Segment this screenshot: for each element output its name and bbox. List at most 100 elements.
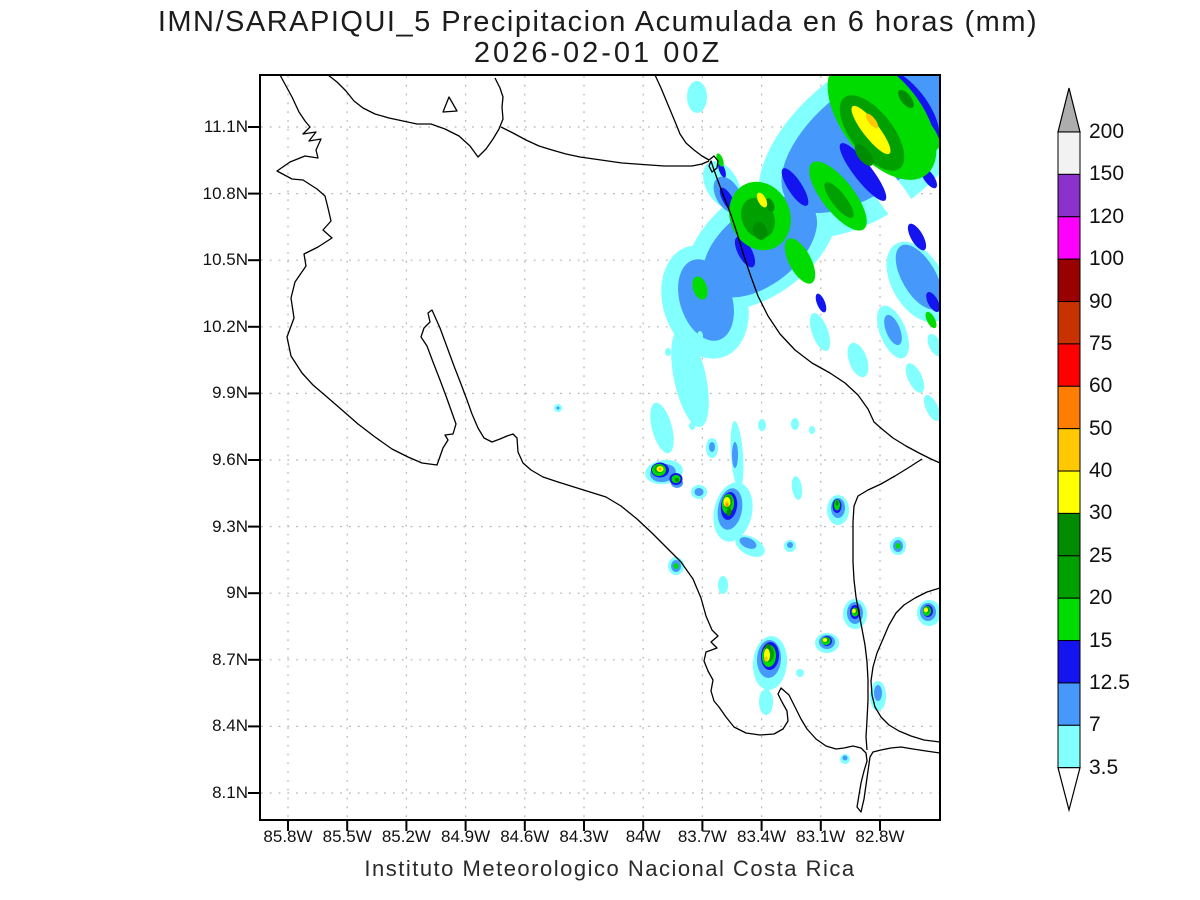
colorbar-tick-label: 100	[1089, 247, 1125, 271]
chart-valid-time: 2026-02-01 00Z	[473, 37, 723, 69]
map-frame	[259, 74, 941, 821]
precip-cell-50mm	[659, 468, 661, 470]
colorbar-tick-label: 200	[1089, 120, 1125, 143]
lat-tick-label: 9N	[226, 583, 248, 603]
precip-cell-30mm	[822, 638, 828, 642]
precip-cell-3.5mm	[791, 476, 803, 500]
colorbar-segment	[1057, 682, 1081, 726]
precip-cell-3.5mm	[689, 422, 695, 430]
precip-cell-15mm	[895, 543, 901, 549]
colorbar-tick-label: 50	[1089, 416, 1113, 440]
precip-cell-7mm	[739, 537, 757, 549]
precip-cell-30mm	[756, 192, 768, 208]
precip-cell-25mm	[835, 500, 839, 506]
lon-tick-label: 84.3W	[559, 827, 609, 846]
precip-cell-20mm	[824, 182, 854, 218]
colorbar-segment	[1057, 216, 1081, 260]
precip-cell-7mm	[678, 259, 734, 341]
precip-cell-7mm	[884, 314, 902, 346]
lon-tick-label: 84.6W	[500, 827, 550, 846]
precip-cell-3.5mm	[847, 342, 869, 378]
precip-cell-25mm	[675, 478, 679, 482]
lon-tick-label: 84.9W	[441, 827, 491, 846]
precip-cell-3.5mm	[791, 418, 799, 430]
san-juan-river-border	[500, 126, 710, 167]
colorbar-tick-label: 90	[1089, 289, 1113, 313]
precip-cell-3.5mm	[923, 395, 940, 421]
colorbar-segment	[1057, 385, 1081, 430]
colorbar-segment	[1057, 597, 1081, 642]
colorbar-tick-label: 30	[1089, 501, 1113, 525]
lat-tick-label: 8.1N	[212, 783, 248, 802]
lat-tick-label: 8.4N	[212, 716, 248, 736]
precip-cell-3.5mm	[671, 328, 709, 428]
lat-tick-label: 9.9N	[212, 383, 248, 403]
colorbar-segment	[1057, 301, 1081, 345]
coastline-pacific-costa-rica	[276, 75, 940, 813]
precip-cell-3.5mm	[718, 576, 728, 594]
lon-tick-label: 83.4W	[737, 827, 787, 846]
precip-cell-15mm	[912, 115, 940, 151]
lon-tick-label: 85.2W	[381, 827, 431, 846]
colorbar-tick-label: 120	[1089, 204, 1125, 228]
colorbar-tick-label: 15	[1089, 628, 1113, 652]
precip-cell-15mm	[692, 276, 708, 300]
precip-cell-12.5mm	[839, 143, 887, 201]
precip-cell-3.5mm	[687, 81, 707, 113]
panama-border-line	[852, 458, 923, 751]
colorbar-segment	[1057, 555, 1081, 599]
precip-cell-15mm	[716, 153, 724, 167]
lat-tick-label: 10.2N	[202, 316, 248, 336]
precip-cell-3.5mm	[796, 669, 804, 677]
colorbar-segment	[1057, 640, 1081, 684]
precip-cell-3.5mm	[809, 426, 815, 434]
precip-cell-7mm	[556, 406, 560, 410]
colorbar-tick-label: 75	[1089, 331, 1113, 355]
colorbar-tick-label: 3.5	[1089, 755, 1119, 779]
coastline-caribbean	[654, 75, 940, 464]
colorbar-segment	[1057, 512, 1081, 557]
precip-cell-7mm	[732, 442, 738, 468]
colorbar-segment	[1057, 724, 1081, 769]
precip-cell-7mm	[787, 542, 793, 548]
precip-cell-3.5mm	[697, 331, 703, 341]
precip-cell-12.5mm	[815, 293, 827, 313]
precip-cell-12.5mm	[718, 162, 726, 178]
coastline-layer	[276, 75, 940, 813]
colorbar-top-arrow	[1057, 87, 1081, 133]
precip-cell-3.5mm	[905, 363, 925, 393]
coastline-panama-lagoon	[870, 587, 940, 743]
precip-cell-40mm	[865, 113, 879, 129]
coastline-lake-nicaragua	[327, 75, 504, 158]
precip-cell-50mm	[725, 503, 729, 507]
footer-attribution: Instituto Meteorologico Nacional Costa R…	[364, 856, 856, 881]
precip-cell-3.5mm	[665, 348, 671, 356]
colorbar-segment	[1057, 343, 1081, 387]
precip-cell-25mm	[898, 89, 914, 109]
precip-cell-25mm	[726, 508, 732, 516]
precip-cell-30mm	[851, 105, 891, 155]
precip-cell-40mm	[764, 656, 768, 662]
precip-cell-3.5mm	[759, 689, 773, 715]
colorbar-tick-label: 7	[1089, 713, 1101, 737]
precip-cell-25mm	[854, 144, 874, 166]
lat-tick-label: 9.3N	[212, 516, 248, 536]
colorbar-segment	[1057, 131, 1081, 175]
precip-cell-7mm	[874, 685, 882, 701]
lat-tick-label: 10.8N	[202, 183, 248, 203]
chart-title: IMN/SARAPIQUI_5 Precipitacion Acumulada …	[157, 6, 1039, 38]
precip-cell-3.5mm	[657, 427, 663, 433]
precipitation-shading-layer	[554, 75, 940, 764]
axis-tick-layer	[248, 126, 881, 831]
precip-cell-15mm	[784, 238, 816, 284]
lat-tick-label: 8.7N	[212, 649, 248, 669]
colorbar-tick-label: 20	[1089, 586, 1113, 610]
lon-tick-label: 82.8W	[855, 827, 905, 846]
precip-cell-7mm	[694, 488, 704, 496]
precip-cell-12.5mm	[926, 292, 940, 312]
precip-cell-30mm	[852, 608, 856, 614]
colorbar-segment	[1057, 470, 1081, 514]
colorbar-tick-label: 25	[1089, 543, 1113, 567]
colorbar-tick-label: 40	[1089, 459, 1113, 483]
